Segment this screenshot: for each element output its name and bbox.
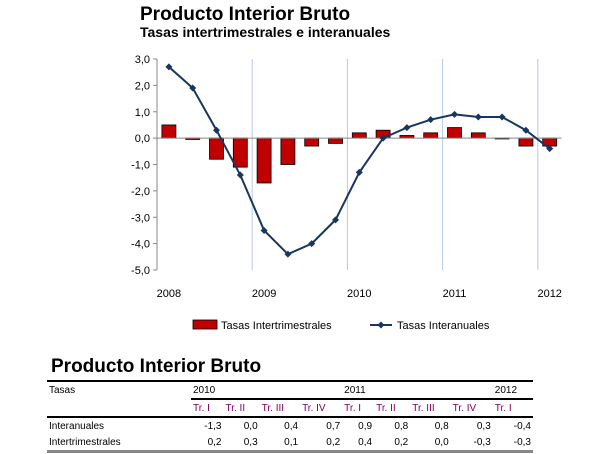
bar [256,137,272,184]
line-point [403,124,411,132]
blank-cell [47,399,191,418]
quarter-header: Tr. III [410,399,451,418]
x-tick-label: 2008 [157,288,181,300]
line-point [189,84,197,92]
line-point [236,171,244,179]
table-cell: 0,1 [284,436,299,448]
table-cell: 0,3 [476,420,491,432]
x-tick-label: 2009 [252,288,276,300]
bar [470,132,486,139]
bar [351,132,367,139]
bar [280,137,296,165]
line-point [498,113,506,121]
line-point [165,63,173,71]
bar [518,137,534,147]
legend-label: Tasas Intertrimestrales [221,320,332,332]
quarter-header: Tr. III [259,399,301,418]
quarter-header: Tr. IV [300,399,343,418]
quarter-header: Tr. II [223,399,260,418]
data-table: Tasas 2010 2011 2012 Tr. I Tr. II Tr. III T… [47,380,533,453]
table-row: Intertrimestrales 0,2 0,3 0,1 0,2 0,4 0,2 0,0 -0… [47,434,533,452]
bar [423,132,439,139]
y-tick-label: -3,0 [131,212,150,224]
bar [232,137,248,168]
legend-bar-swatch [192,319,218,330]
x-tick-label: 2010 [347,288,371,300]
quarter-header: Tr. I [191,399,224,418]
table-row: Interanuales -1,3 0,0 0,4 0,7 0,9 0,8 0,8 0,3 -0,… [47,417,533,434]
line-point [474,113,482,121]
table-cell: 0,4 [284,420,299,432]
legend-label: Tasas Interanuales [397,320,490,332]
x-tick-label: 2012 [537,288,561,300]
year-2010: 2010 [191,381,343,400]
table-cell: 0,9 [358,420,373,432]
y-tick-label: 3,0 [135,54,150,66]
year-2011: 2011 [342,381,493,400]
bar [304,137,320,147]
y-tick-label: -2,0 [131,186,150,198]
row-label: Intertrimestrales [49,436,121,448]
table-cell: 0,8 [434,420,449,432]
table-cell: 0,0 [434,436,449,448]
bar [328,137,343,144]
quarter-header: Tr. II [374,399,411,418]
bar [447,127,462,139]
line-point [213,126,220,134]
y-tick-label: 1,0 [135,107,150,119]
line-point [260,226,268,234]
table-cell: 0,3 [243,436,258,448]
legend-marker [377,321,385,329]
row-label: Interanuales [49,420,105,432]
line-point [308,240,316,248]
quarter-header: Tr. IV [450,399,493,418]
line-point [379,134,387,142]
line-point [332,216,339,224]
y-tick-label: 2,0 [135,80,150,92]
chart: 3,0 2,0 1,0 0,0 -1,0 -2,0 -3,0 -4,0 -5,0 2008 2009… [131,54,562,332]
line-point [427,116,435,124]
table-cell: 0,0 [243,420,258,432]
chart-title: Producto Interior Bruto [140,4,351,25]
table-cell: 0,4 [358,436,373,448]
table-cell: -1,3 [204,420,222,432]
y-tick-label: -4,0 [131,239,150,251]
corner-label: Tasas [49,385,76,396]
table-cell: -0,3 [513,436,531,448]
y-tick-label: -5,0 [131,265,150,277]
line-point [284,250,292,258]
table-cell: 0,7 [326,420,341,432]
line-point [355,168,363,176]
table-cell: 0,2 [326,436,341,448]
bar [161,124,177,139]
line-series [168,66,551,256]
table-cell: 0,2 [394,436,409,448]
line-point [546,145,554,153]
x-tick-label: 2011 [443,288,467,300]
y-tick-label: -1,0 [131,160,150,172]
table-cell: -0,4 [513,420,531,432]
table-title: Producto Interior Bruto [51,356,262,377]
quarter-row: Tr. I Tr. II Tr. III Tr. IV Tr. I Tr. II Tr. I… [47,399,533,418]
table-cell: 0,2 [207,436,222,448]
year-2012: 2012 [492,381,533,400]
line-point [451,110,458,118]
table-cell: 0,8 [394,420,409,432]
y-tick-label: 0,0 [135,133,150,145]
table-cell: -0,3 [473,436,491,448]
line-point [522,126,530,134]
quarter-header: Tr. I [342,399,375,418]
chart-subtitle: Tasas intertrimestrales e interanuales [140,24,391,40]
quarter-header: Tr. I [492,399,533,418]
